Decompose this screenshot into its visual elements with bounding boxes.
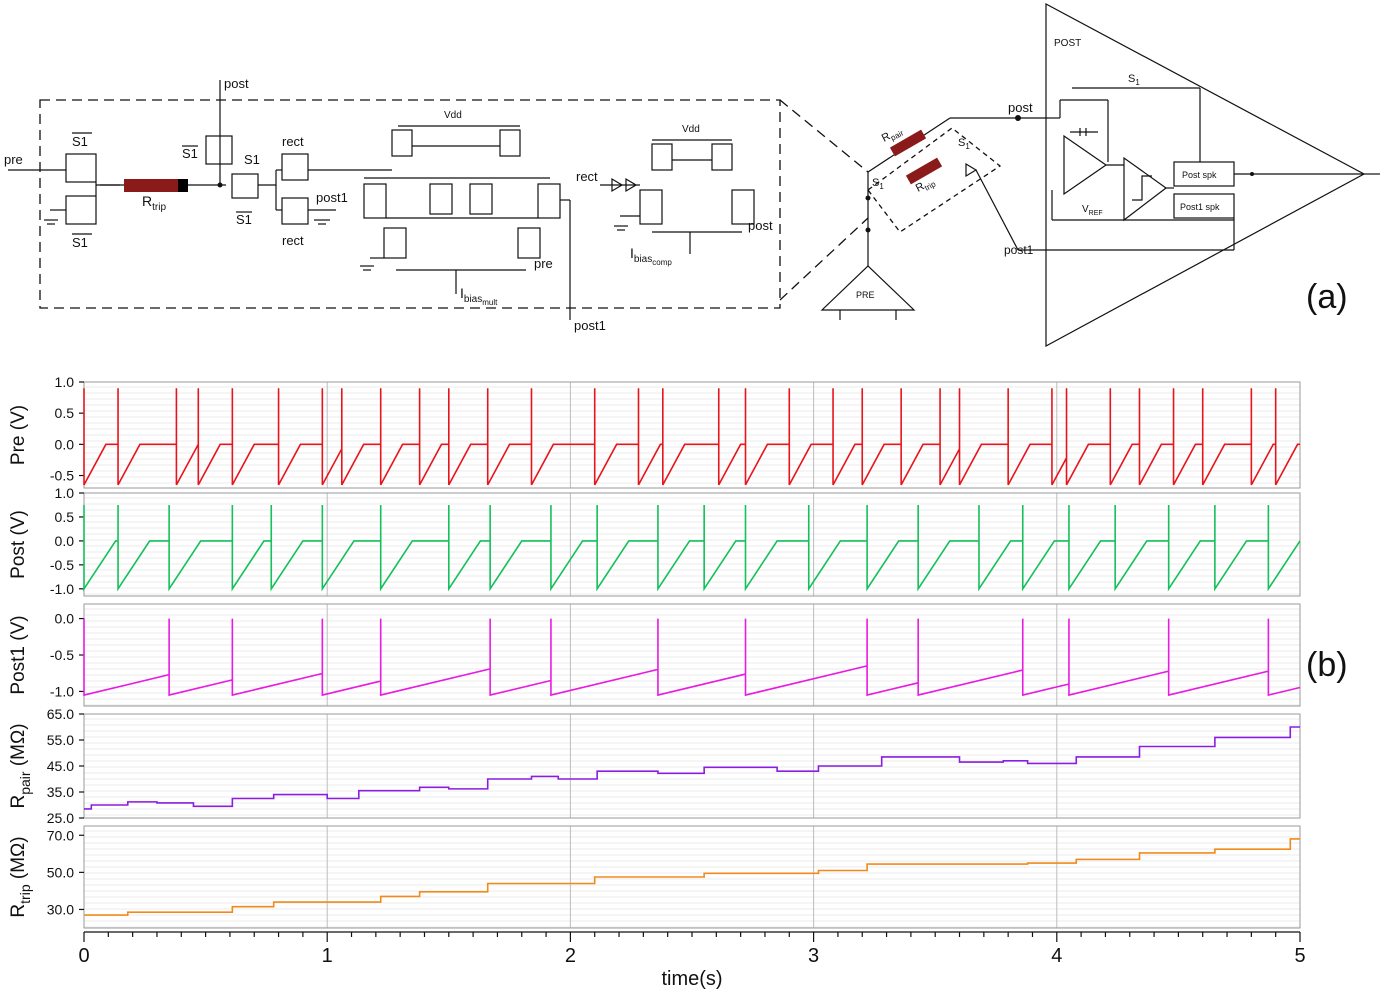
node-rect-top: rect: [282, 134, 304, 149]
label-r-pair: Rpair: [880, 124, 906, 147]
panel-2: 0.0 -0.5 -1.0 Post1 (V): [8, 603, 1301, 707]
y-tick-label: 0.5: [55, 509, 75, 525]
panel-4: 70.0 50.0 30.0 Rtrip (MΩ): [8, 825, 1301, 929]
series-line: [83, 618, 1301, 697]
node-post-top: post: [224, 76, 249, 91]
x-tick-label: 5: [1294, 945, 1305, 967]
r-trip-resistor: [124, 179, 178, 192]
r-pair-resistor: [889, 129, 927, 157]
node-pre-mult: pre: [534, 256, 553, 271]
r-trip-synapse: [905, 157, 943, 185]
y-tick-label: 35.0: [47, 784, 74, 800]
label-ibias-mult: Ibiasmult: [460, 285, 498, 307]
x-tick-label: 0: [78, 945, 89, 967]
x-tick-label: 3: [808, 945, 819, 967]
y-axis-label: Rtrip (MΩ): [8, 836, 33, 917]
zoom-box: [39, 99, 781, 309]
node-pre: pre: [4, 152, 23, 167]
node-post1-syn: post1: [1004, 243, 1034, 257]
y-axis-label: Post (V): [8, 510, 29, 579]
label-post1-spk: Post1 spk: [1180, 202, 1220, 212]
y-tick-label: -0.5: [50, 557, 74, 573]
post1-spk-block: [1173, 193, 1235, 219]
label-vref: VREF: [1082, 204, 1103, 217]
node-s1bar-mid: S1: [182, 146, 198, 161]
x-tick-label: 1: [322, 945, 333, 967]
x-tick-label: 2: [565, 945, 576, 967]
node-post1-in: post1: [316, 190, 348, 205]
x-axis: 0 1 2 3 4 5: [78, 931, 1306, 967]
x-tick-label: 4: [1051, 945, 1062, 967]
y-axis-label: Rpair (MΩ): [8, 723, 33, 808]
y-tick-label: 50.0: [47, 864, 74, 880]
x-axis-label: time(s): [661, 968, 722, 990]
label-s1-right: S1: [958, 137, 970, 151]
y-axis-label: Pre (V): [8, 405, 29, 465]
y-tick-label: 1.0: [55, 374, 75, 390]
y-tick-label: -1.0: [50, 581, 74, 597]
circuit-schematic: pre S1 S1 Rtrip post S1 S1 S1: [4, 2, 1380, 348]
y-tick-label: 0.0: [55, 611, 75, 627]
y-tick-label: 25.0: [47, 810, 74, 826]
node-s1-mid: S1: [244, 152, 260, 167]
panel-3: 65.0 55.0 45.0 35.0 25.0 Rpair (MΩ): [8, 706, 1301, 826]
series-line: [84, 726, 1300, 810]
node-s1bar-low: S1: [236, 212, 252, 227]
series-line: [84, 838, 1300, 916]
label-s1-left: S1: [872, 177, 884, 191]
panel-label-a: (a): [1306, 278, 1348, 316]
y-tick-label: -0.5: [50, 647, 74, 663]
node-post-comp: post: [748, 218, 773, 233]
label-pre-block: PRE: [856, 290, 875, 300]
y-tick-label: -0.5: [50, 468, 74, 484]
y-axis-label: Post1 (V): [8, 615, 29, 694]
panel-1: 1.0 0.5 0.0 -0.5 -1.0 Post (V): [8, 485, 1301, 597]
pre-neuron-block: [820, 265, 916, 311]
panel-0: 1.0 0.5 0.0 -0.5 Pre (V): [8, 374, 1301, 489]
node-vdd-2: Vdd: [682, 124, 700, 135]
y-tick-label: 65.0: [47, 706, 74, 722]
y-tick-label: 0.5: [55, 405, 75, 421]
waveform-plots: 1.0 0.5 0.0 -0.5 Pre (V) 1.0 0.5 0.0 -0.5 -1.0 Pos…: [8, 374, 1301, 929]
node-post1-out: post1: [574, 318, 606, 333]
node-s1bar-bottom: S1: [72, 235, 88, 250]
series-line: [83, 388, 1300, 486]
post-neuron-block: [1045, 2, 1366, 348]
label-post-spk: Post spk: [1182, 170, 1217, 180]
y-tick-label: -1.0: [50, 683, 74, 699]
y-tick-label: 55.0: [47, 732, 74, 748]
node-post-syn: post: [1008, 100, 1033, 115]
label-r-trip: Rtrip: [142, 193, 166, 213]
node-rect-in: rect: [576, 169, 598, 184]
y-tick-label: 70.0: [47, 827, 74, 843]
label-post-block: POST: [1054, 38, 1081, 49]
node-rect-bottom: rect: [282, 233, 304, 248]
label-ibias-comp: Ibiascomp: [630, 245, 672, 267]
panel-label-b: (b): [1306, 646, 1348, 684]
y-tick-label: 0.0: [55, 436, 75, 452]
node-s1bar-top: S1: [72, 134, 88, 149]
y-tick-label: 1.0: [55, 485, 75, 501]
label-s1-post: S1: [1128, 73, 1140, 87]
series-line: [83, 504, 1301, 592]
y-tick-label: 30.0: [47, 901, 74, 917]
y-tick-label: 0.0: [55, 533, 75, 549]
y-tick-label: 45.0: [47, 758, 74, 774]
node-vdd-1: Vdd: [444, 110, 462, 121]
